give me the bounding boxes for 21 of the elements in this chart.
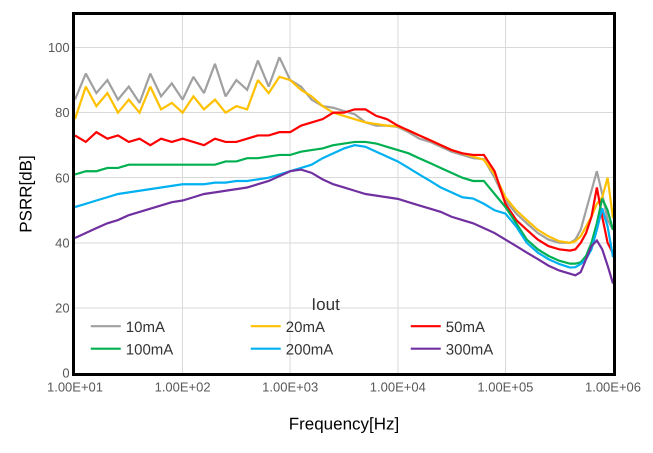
y-tick-label: 80 bbox=[55, 105, 70, 120]
legend-label: 100mA bbox=[126, 342, 174, 359]
x-tick-label: 1.00E+03 bbox=[262, 379, 318, 394]
y-tick-label: 40 bbox=[55, 235, 70, 250]
legend-label: 20mA bbox=[286, 319, 325, 336]
legend-label: 200mA bbox=[286, 342, 334, 359]
y-axis-title: PSRR[dB] bbox=[16, 155, 36, 233]
y-tick-label: 100 bbox=[48, 40, 70, 56]
legend-title: Iout bbox=[311, 294, 340, 314]
x-tick-label: 1.00E+01 bbox=[46, 379, 104, 394]
x-tick-label: 1.00E+05 bbox=[477, 379, 534, 394]
x-tick-label: 1.00E+06 bbox=[584, 379, 642, 394]
legend-label: 300mA bbox=[446, 342, 494, 359]
y-tick-label: 60 bbox=[55, 170, 70, 186]
x-tick-label: 1.00E+04 bbox=[370, 379, 426, 394]
legend-label: 10mA bbox=[126, 319, 165, 336]
y-tick-label: 20 bbox=[55, 300, 70, 316]
y-tick-label: 0 bbox=[62, 366, 70, 381]
x-axis-title: Frequency[Hz] bbox=[288, 414, 400, 434]
x-tick-label: 1.00E+02 bbox=[154, 379, 211, 394]
legend-label: 50mA bbox=[446, 319, 485, 336]
